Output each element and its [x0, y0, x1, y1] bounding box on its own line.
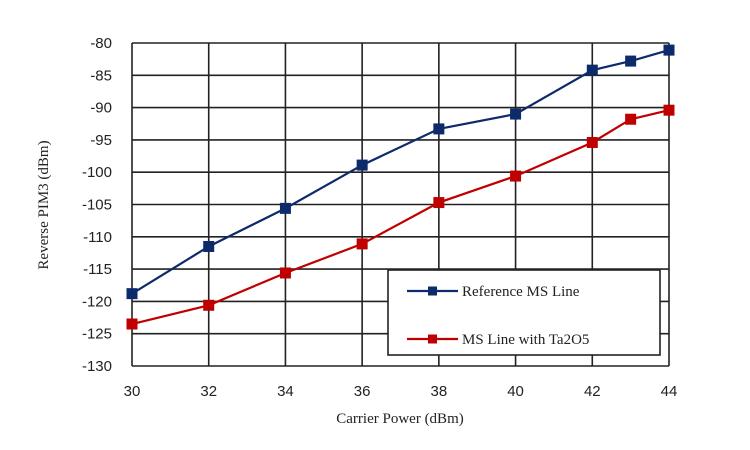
data-point-marker — [203, 240, 215, 252]
data-point-marker — [126, 318, 138, 330]
legend-marker — [428, 334, 437, 344]
y-tick-label: -110 — [83, 229, 112, 246]
x-tick-label: 42 — [584, 383, 601, 400]
y-tick-label: -120 — [82, 293, 112, 310]
y-tick-label: -100 — [82, 164, 112, 181]
series-line — [126, 44, 675, 300]
y-axis-label: Reverse PIM3 (dBm) — [36, 140, 52, 269]
y-tick-label: -85 — [90, 67, 112, 84]
y-tick-label: -125 — [82, 326, 112, 343]
data-point-marker — [279, 202, 291, 214]
data-point-marker — [433, 123, 445, 135]
x-tick-label: 40 — [507, 383, 524, 400]
data-point-marker — [663, 104, 675, 116]
series-line — [126, 104, 675, 330]
data-point-marker — [203, 299, 215, 311]
data-point-marker — [510, 170, 522, 182]
data-series — [126, 44, 675, 330]
y-tick-label: -130 — [82, 358, 112, 375]
x-tick-label: 38 — [431, 383, 448, 400]
data-point-marker — [586, 136, 598, 148]
x-tick-label: 34 — [277, 383, 294, 400]
data-point-marker — [625, 55, 637, 67]
data-point-marker — [279, 267, 291, 279]
x-tick-label: 32 — [200, 383, 217, 400]
y-tick-label: -90 — [90, 100, 112, 117]
data-point-marker — [625, 113, 637, 125]
x-tick-label: 44 — [661, 383, 678, 400]
data-point-marker — [356, 238, 368, 250]
data-point-marker — [586, 64, 598, 76]
legend: Reference MS Line MS Line with Ta2O5 — [387, 269, 661, 356]
x-axis-label: Carrier Power (dBm) — [336, 411, 463, 427]
legend-marker — [428, 286, 437, 296]
y-tick-label: -80 — [90, 35, 112, 52]
data-point-marker — [510, 108, 522, 120]
x-tick-label: 30 — [124, 383, 141, 400]
y-tick-label: -95 — [90, 132, 112, 149]
data-point-marker — [126, 288, 138, 300]
data-point-marker — [356, 159, 368, 171]
y-tick-label: -115 — [83, 261, 112, 278]
legend-label: MS Line with Ta2O5 — [462, 332, 589, 348]
data-point-marker — [433, 197, 445, 209]
y-tick-label: -105 — [82, 197, 112, 214]
x-tick-label: 36 — [354, 383, 371, 400]
x-axis-ticks: 30 32 34 36 38 40 42 44 — [124, 383, 678, 400]
y-axis-ticks: -80 -85 -90 -95 -100 -105 -110 -115 -120 -125 -130 — [82, 35, 112, 375]
legend-label: Reference MS Line — [462, 284, 580, 300]
data-point-marker — [663, 44, 675, 56]
